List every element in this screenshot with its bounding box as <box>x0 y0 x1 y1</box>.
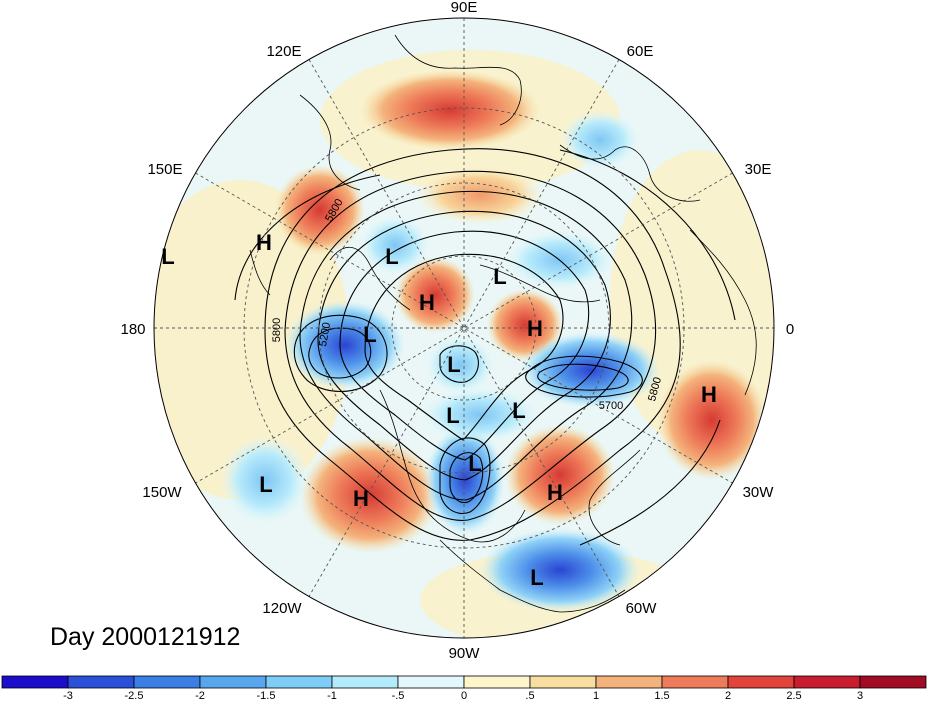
lon-label-150e: 150E <box>147 161 182 178</box>
colorbar-tick-label: -1 <box>327 690 337 702</box>
contour-value-labels: 5800 5800 5200 5700 5800 <box>271 197 664 412</box>
colorbar-tick-label: 2 <box>725 690 731 702</box>
lon-label-60e: 60E <box>627 43 654 60</box>
colorbar-tick-label: -1.5 <box>257 690 276 702</box>
colorbar-swatch <box>793 675 861 689</box>
pressure-center: L <box>468 451 481 476</box>
lon-label-30w: 30W <box>743 484 775 501</box>
colorbar-tick-label: 3 <box>857 690 863 702</box>
colorbar <box>1 675 927 689</box>
pressure-center: H <box>547 480 563 505</box>
contour-label: 5800 <box>271 318 283 342</box>
graticule <box>154 18 774 638</box>
lon-label-30e: 30E <box>745 161 772 178</box>
colorbar-tick-label: 2.5 <box>786 690 801 702</box>
pressure-center: L <box>385 244 398 269</box>
colorbar-swatch <box>265 675 333 689</box>
colorbar-tick-label: 0 <box>461 690 467 702</box>
colorbar-swatch <box>595 675 663 689</box>
pressure-center: H <box>419 290 435 315</box>
colorbar-tick-label: -2 <box>195 690 205 702</box>
colorbar-swatch <box>1 675 69 689</box>
pressure-center: L <box>446 403 459 428</box>
pressure-center: L <box>363 322 376 347</box>
colorbar-swatch <box>133 675 201 689</box>
lon-label-120w: 120W <box>262 600 302 617</box>
height-contours <box>234 148 736 546</box>
colorbar-tick-label: 1 <box>593 690 599 702</box>
pressure-center: H <box>353 486 369 511</box>
colorbar-swatch <box>397 675 465 689</box>
lon-label-180: 180 <box>120 321 145 338</box>
contour-label: 5200 <box>317 321 333 347</box>
pressure-center: L <box>512 398 525 423</box>
lon-label-0: 0 <box>786 321 794 338</box>
colorbar-tick-label: -2.5 <box>125 690 144 702</box>
anomaly-field <box>154 18 774 638</box>
colorbar-ticks: -3 -2.5 -2 -1.5 -1 -.5 0 .5 1 1.5 2 2.5 3 <box>63 690 863 702</box>
colorbar-swatch <box>463 675 531 689</box>
colorbar-swatch <box>199 675 267 689</box>
pressure-center: H <box>256 230 272 255</box>
colorbar-tick-label: 1.5 <box>654 690 669 702</box>
colorbar-swatch <box>661 675 729 689</box>
colorbar-swatch <box>67 675 135 689</box>
colorbar-swatch <box>529 675 597 689</box>
colorbar-swatch <box>859 675 927 689</box>
pressure-center-labels: H L L H L H L L H L L L H H L L H <box>161 230 717 590</box>
pressure-center: H <box>527 316 543 341</box>
coastlines <box>249 34 757 613</box>
pressure-center: H <box>701 382 717 407</box>
lon-label-90e: 90E <box>451 0 478 16</box>
lon-label-90w: 90W <box>449 645 481 662</box>
colorbar-tick-label: .5 <box>525 690 534 702</box>
colorbar-tick-label: -3 <box>63 690 73 702</box>
lon-label-150w: 150W <box>142 484 182 501</box>
map-boundary <box>153 17 775 639</box>
colorbar-swatch <box>331 675 399 689</box>
pressure-center: L <box>493 264 506 289</box>
pressure-center: L <box>259 472 272 497</box>
lon-label-120e: 120E <box>266 43 301 60</box>
lon-label-60w: 60W <box>626 600 658 617</box>
colorbar-swatch <box>727 675 795 689</box>
contour-label: 5700 <box>599 400 623 412</box>
colorbar-tick-label: -.5 <box>392 690 405 702</box>
date-label: Day 2000121912 <box>50 623 240 651</box>
pressure-center: L <box>530 565 543 590</box>
pressure-center: L <box>447 352 460 377</box>
pressure-center: L <box>161 244 174 269</box>
longitude-labels: 90E 120E 60E 150E 30E 180 0 150W 30W 120… <box>120 0 794 662</box>
